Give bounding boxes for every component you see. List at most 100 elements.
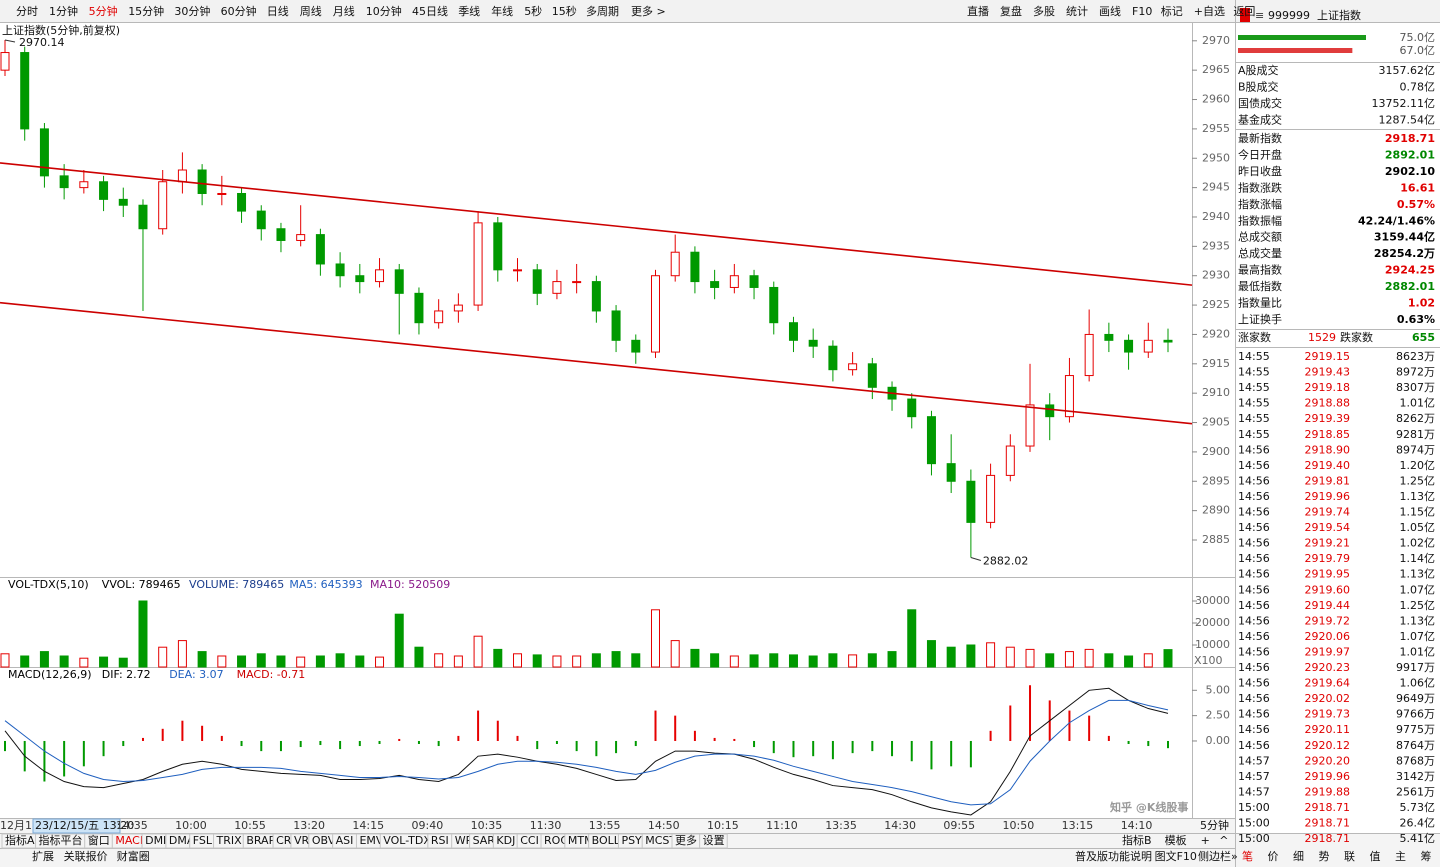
period-tab[interactable]: 45日线 (412, 4, 448, 18)
time-label: 10:15 (707, 819, 739, 832)
indicator-tab[interactable]: SAR (473, 834, 496, 847)
period-tab[interactable]: 15秒 (552, 4, 577, 18)
indicator-tab[interactable]: 指标平台 (39, 833, 83, 847)
volume-bar (1163, 649, 1173, 668)
indicator-tab[interactable]: TRIX (216, 834, 243, 847)
y-tick-label: 10000 (1195, 638, 1230, 651)
side-tab[interactable]: 联 (1344, 850, 1355, 863)
tick-time: 14:56 (1238, 661, 1270, 674)
volume-bar (1025, 648, 1035, 668)
indicator-tab[interactable]: WR (455, 834, 474, 847)
indicator-tab[interactable]: CCI (520, 834, 539, 847)
side-tab[interactable]: 值 (1370, 850, 1381, 863)
status-tab[interactable]: 财富圈 (117, 849, 150, 863)
toolbar-button[interactable]: 返回 (1233, 5, 1255, 18)
status-tab[interactable]: 关联报价 (64, 849, 108, 863)
dif-line (4, 687, 1169, 816)
side-tab[interactable]: 主 (1395, 850, 1406, 863)
indicator-tab[interactable]: + (1201, 834, 1210, 847)
period-tab[interactable]: 1分钟 (49, 4, 78, 18)
tick-price: 2919.21 (1305, 537, 1351, 550)
indicator-tab[interactable]: 更多 (675, 833, 697, 847)
tick-volume: 1.01亿 (1400, 645, 1436, 658)
toolbar-button[interactable]: 标记 (1161, 4, 1183, 18)
toolbar-button[interactable]: F10 (1132, 5, 1152, 18)
side-tab[interactable]: 细 (1293, 850, 1304, 863)
indicator-tab[interactable]: 窗口 (88, 833, 110, 847)
period-tab[interactable]: 多周期 (586, 4, 619, 18)
indicator-tab[interactable]: MCST (645, 834, 676, 847)
toolbar-button[interactable]: 统计 (1066, 5, 1088, 18)
status-tab[interactable]: 扩展 (32, 849, 54, 863)
period-tab[interactable]: 5分钟 (89, 4, 118, 18)
indicator-tab[interactable]: MACD (115, 834, 148, 847)
candle-body (1005, 445, 1015, 476)
period-tab[interactable]: 年线 (491, 4, 513, 18)
period-tab[interactable]: 15分钟 (128, 4, 164, 18)
indicator-tab[interactable]: KDJ (496, 834, 515, 847)
indicator-tab[interactable]: ASI (336, 834, 354, 847)
tick-price: 2920.12 (1305, 739, 1351, 752)
toolbar-button[interactable]: 多股 (1033, 4, 1055, 18)
period-tab[interactable]: 月线 (333, 4, 355, 18)
trend-line (0, 301, 1193, 425)
tick-price: 2919.96 (1305, 490, 1351, 503)
indicator-tab[interactable]: 设置 (703, 834, 725, 847)
candle-body (513, 269, 523, 272)
period-tab[interactable]: 60分钟 (221, 4, 257, 18)
time-label: 13:35 (825, 819, 857, 832)
side-tab[interactable]: 价 (1268, 850, 1279, 863)
indicator-tab[interactable]: VOL-TDX (383, 834, 431, 847)
status-link[interactable]: 普及版功能说明 (1075, 849, 1152, 863)
indicator-tab[interactable]: ROC (544, 834, 568, 847)
period-tab[interactable]: 日线 (267, 4, 289, 18)
indicator-tab[interactable]: DMI (145, 834, 166, 847)
period-tab[interactable]: 30分钟 (174, 4, 210, 18)
y-tick-label: 2905 (1202, 416, 1230, 429)
period-tab[interactable]: 分时 (16, 5, 38, 18)
period-tab[interactable]: 季线 (458, 4, 480, 18)
toolbar-button[interactable]: 复盘 (1000, 4, 1022, 18)
volume-bar (158, 646, 168, 668)
volume-bar (493, 648, 503, 668)
indicator-tab[interactable]: EMV (359, 834, 383, 847)
tick-volume: 1.14亿 (1400, 552, 1436, 565)
volume-bar (217, 655, 227, 668)
status-link[interactable]: 图文F10 (1155, 849, 1197, 863)
toolbar-button[interactable]: 直播 (967, 4, 989, 18)
status-link[interactable]: 侧边栏» (1198, 849, 1238, 863)
toolbar-button[interactable]: 画线 (1099, 4, 1121, 18)
tab-box[interactable] (699, 833, 728, 849)
indicator-tab[interactable]: 指标A (5, 833, 35, 847)
tick-price: 2918.90 (1305, 443, 1351, 456)
indicator-tab[interactable]: 模板 (1165, 833, 1187, 847)
period-tab[interactable]: 更多 > (631, 4, 666, 18)
indicator-tab[interactable]: OBV (312, 834, 336, 847)
indicator-tab[interactable]: DMA (169, 834, 195, 847)
indicator-tab[interactable]: BOLL (592, 834, 621, 847)
side-tab[interactable]: 筹 (1421, 849, 1432, 863)
period-label[interactable]: 5分钟 (1200, 818, 1229, 832)
indicator-tab[interactable]: RSI (431, 834, 449, 847)
indicator-tab[interactable]: ^ (1219, 834, 1228, 847)
side-tab[interactable]: 笔 (1242, 849, 1253, 863)
time-label: 13:15 (1062, 819, 1094, 832)
indicator-tab[interactable]: 指标B (1122, 833, 1152, 847)
indicator-tab[interactable]: CR (276, 834, 292, 847)
volume-bar (256, 653, 266, 668)
period-tab[interactable]: 周线 (300, 4, 322, 18)
toolbar-button[interactable]: +自选 (1194, 5, 1225, 18)
indicator-tab[interactable]: BRAR (246, 834, 276, 847)
indicator-tab[interactable]: PSY (621, 834, 642, 847)
stat-value: 42.24/1.46% (1358, 214, 1435, 227)
indicator-tab[interactable]: VR (294, 834, 310, 847)
y-tick-label: 2885 (1202, 533, 1230, 546)
period-tab[interactable]: 10分钟 (366, 4, 402, 18)
menu-icon[interactable]: ≡ (1255, 9, 1264, 22)
stat-value: 2902.10 (1385, 165, 1435, 178)
indicator-tab[interactable]: MTM (568, 834, 594, 847)
side-tab[interactable]: 势 (1319, 850, 1330, 863)
indicator-tab[interactable]: FSL (193, 834, 213, 847)
time-label: 14:50 (648, 819, 680, 832)
period-tab[interactable]: 5秒 (524, 4, 542, 18)
